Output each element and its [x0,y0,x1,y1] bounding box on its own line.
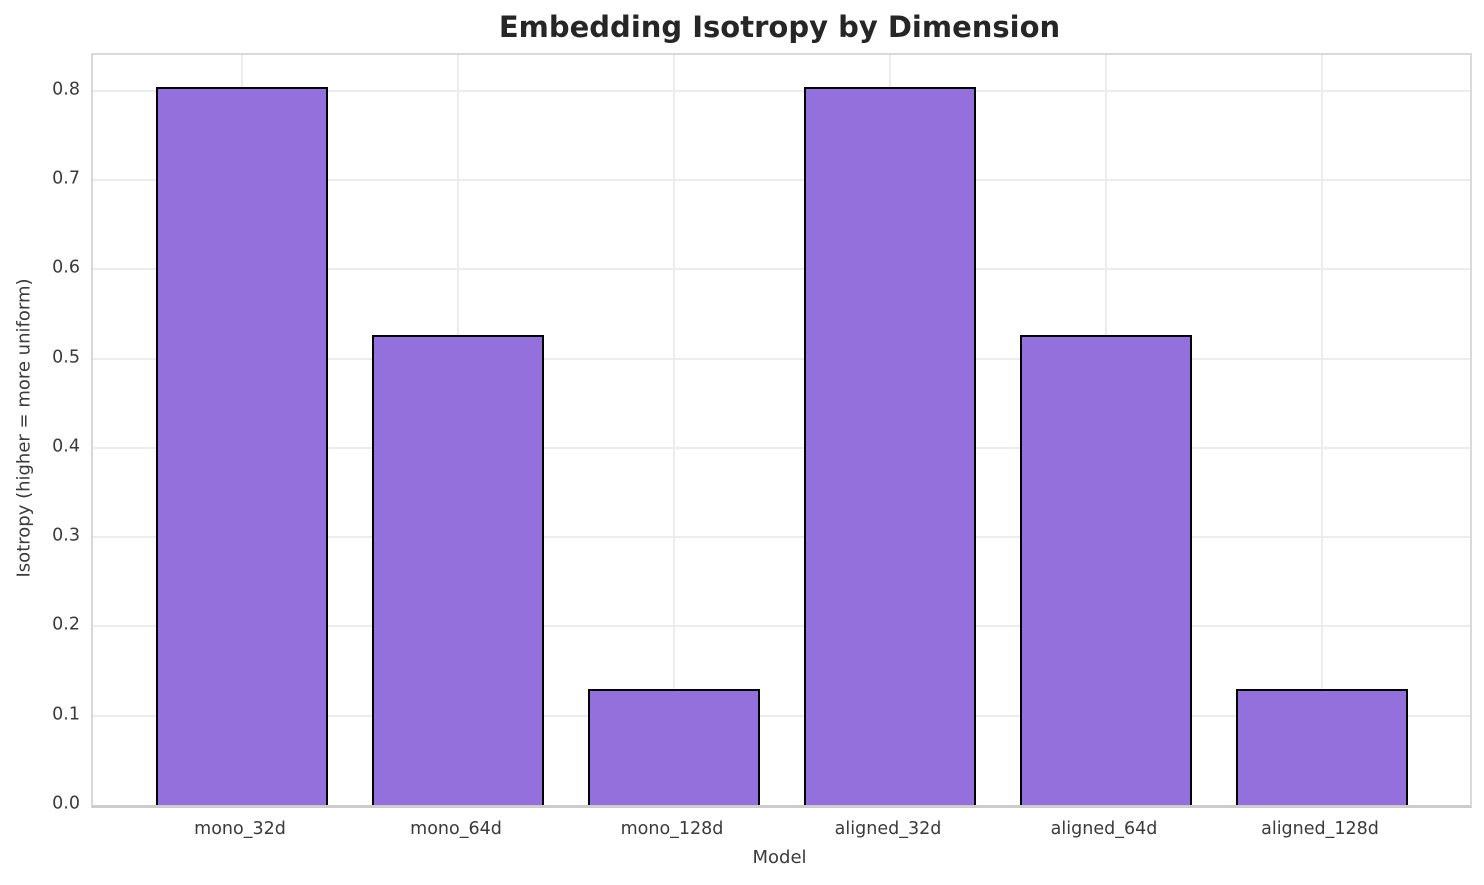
plot-area [91,53,1472,808]
bar-mono_64d [372,334,544,805]
x-tick-label-mono_32d: mono_32d [194,819,286,839]
y-tick-label: 0.4 [52,436,80,457]
gridline-horizontal [93,536,1470,539]
gridline-horizontal [93,714,1470,717]
gridline-horizontal [93,357,1470,360]
y-tick-label: 0.7 [52,168,80,189]
gridline-horizontal [93,179,1470,182]
bar-mono_32d [156,86,328,805]
gridline-horizontal [93,446,1470,449]
x-tick-label-mono_128d: mono_128d [620,819,724,839]
bar-aligned_32d [804,86,976,805]
y-tick-label: 0.2 [52,614,80,635]
y-tick-label: 0.3 [52,525,80,546]
y-tick-label: 0.5 [52,346,80,367]
y-tick-label: 0.6 [52,257,80,278]
x-tick-label-aligned_32d: aligned_32d [834,819,942,839]
x-tick-label-mono_64d: mono_64d [410,819,502,839]
bar-aligned_128d [1236,688,1408,805]
gridline-horizontal [93,625,1470,628]
gridline-horizontal [93,268,1470,271]
y-tick-label: 0.0 [52,793,80,814]
gridline-horizontal [93,89,1470,92]
gridline-vertical [673,55,675,805]
bar-aligned_64d [1020,334,1192,805]
x-tick-label-aligned_128d: aligned_128d [1261,819,1379,839]
x-tick-label-aligned_64d: aligned_64d [1050,819,1158,839]
y-tick-label: 0.8 [52,79,80,100]
bar-mono_128d [588,688,760,805]
chart-title: Embedding Isotropy by Dimension [498,10,1061,44]
y-tick-label: 0.1 [52,703,80,724]
x-axis-label: Model [752,847,807,868]
gridline-vertical [1321,55,1323,805]
